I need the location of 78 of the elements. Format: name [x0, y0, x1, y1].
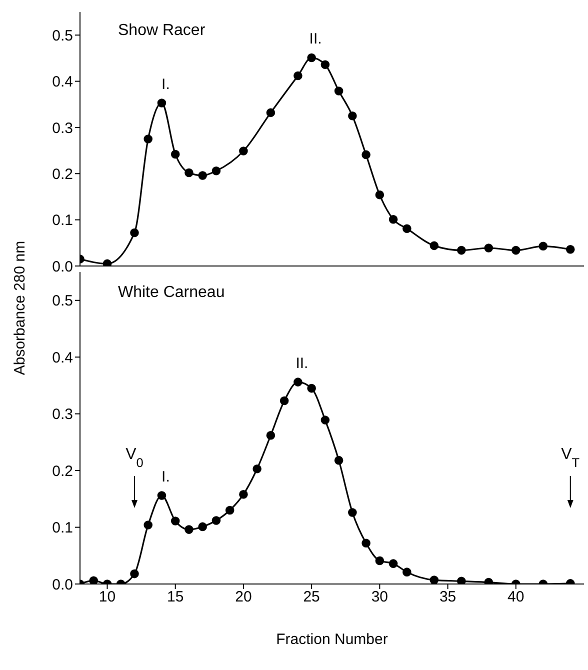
point [538, 242, 548, 251]
point [457, 246, 466, 255]
x-tick-label: 15 [167, 588, 184, 606]
ref-line-label: V$_{T}$ [561, 446, 580, 470]
point [239, 146, 248, 156]
y-tick-label: 0.0 [52, 576, 73, 594]
x-tick-label: 20 [235, 588, 252, 606]
y-tick-label: 0.1 [52, 212, 73, 230]
point [252, 464, 262, 474]
x-tick-label: 40 [508, 588, 524, 606]
point [266, 430, 276, 440]
point [375, 556, 384, 566]
point [102, 259, 112, 266]
point [170, 150, 180, 159]
point [184, 168, 194, 178]
point [362, 150, 370, 160]
y-axis-title: Absorbance 280 nm [12, 240, 28, 376]
point [198, 522, 207, 532]
annotation: II. [309, 30, 322, 48]
text: Show Racer [118, 22, 206, 40]
annotation: I. [162, 76, 170, 93]
x-tick-label: 10 [98, 588, 116, 606]
y-tick-label: 0.5 [52, 27, 73, 44]
ref-line-label: V$_{0}$ [126, 446, 144, 470]
point [320, 60, 330, 70]
point [170, 516, 180, 526]
x-axis-title: Fraction Number [276, 631, 388, 648]
point [198, 171, 207, 180]
point [280, 396, 289, 406]
point [402, 568, 412, 576]
y-tick-label: 0.4 [52, 74, 73, 91]
y-tick-label: 0.2 [52, 462, 73, 480]
point [157, 98, 166, 108]
point [89, 576, 98, 584]
point [294, 71, 302, 80]
point [348, 508, 357, 517]
y-tick-label: 0.5 [52, 292, 73, 310]
point [511, 246, 520, 255]
point [362, 538, 370, 548]
point [212, 516, 221, 525]
point [457, 576, 466, 584]
y-tick-label: 0.1 [52, 520, 73, 537]
point [348, 112, 357, 120]
point [484, 244, 494, 252]
point [334, 456, 344, 465]
point [307, 384, 316, 393]
y-tick-label: 0.2 [52, 166, 73, 183]
point [144, 520, 153, 530]
point [402, 224, 412, 233]
y-tick-label: 0.4 [52, 349, 73, 366]
x-tick-label: 35 [439, 588, 456, 606]
point [130, 228, 139, 238]
point [320, 416, 330, 424]
text: White Carneau [118, 284, 225, 302]
point [225, 506, 234, 515]
y-tick-label: 0.0 [52, 258, 73, 276]
point [130, 569, 139, 578]
y-tick-label: 0.3 [52, 120, 73, 137]
point [375, 190, 384, 200]
point [388, 214, 398, 224]
point [430, 241, 439, 250]
point [144, 134, 153, 144]
x-tick-label: 30 [371, 588, 388, 606]
point [294, 378, 302, 386]
point [430, 576, 439, 584]
point [566, 244, 575, 254]
y-tick-label: 0.3 [52, 406, 73, 424]
x-tick-label: 25 [303, 588, 320, 606]
point [157, 491, 166, 500]
point [388, 559, 398, 568]
point [334, 86, 344, 96]
point [307, 53, 316, 62]
annotation: II. [296, 355, 308, 372]
annotation: I. [162, 468, 170, 486]
point [212, 166, 221, 176]
point [184, 525, 194, 534]
point [266, 108, 276, 118]
point [239, 490, 248, 499]
